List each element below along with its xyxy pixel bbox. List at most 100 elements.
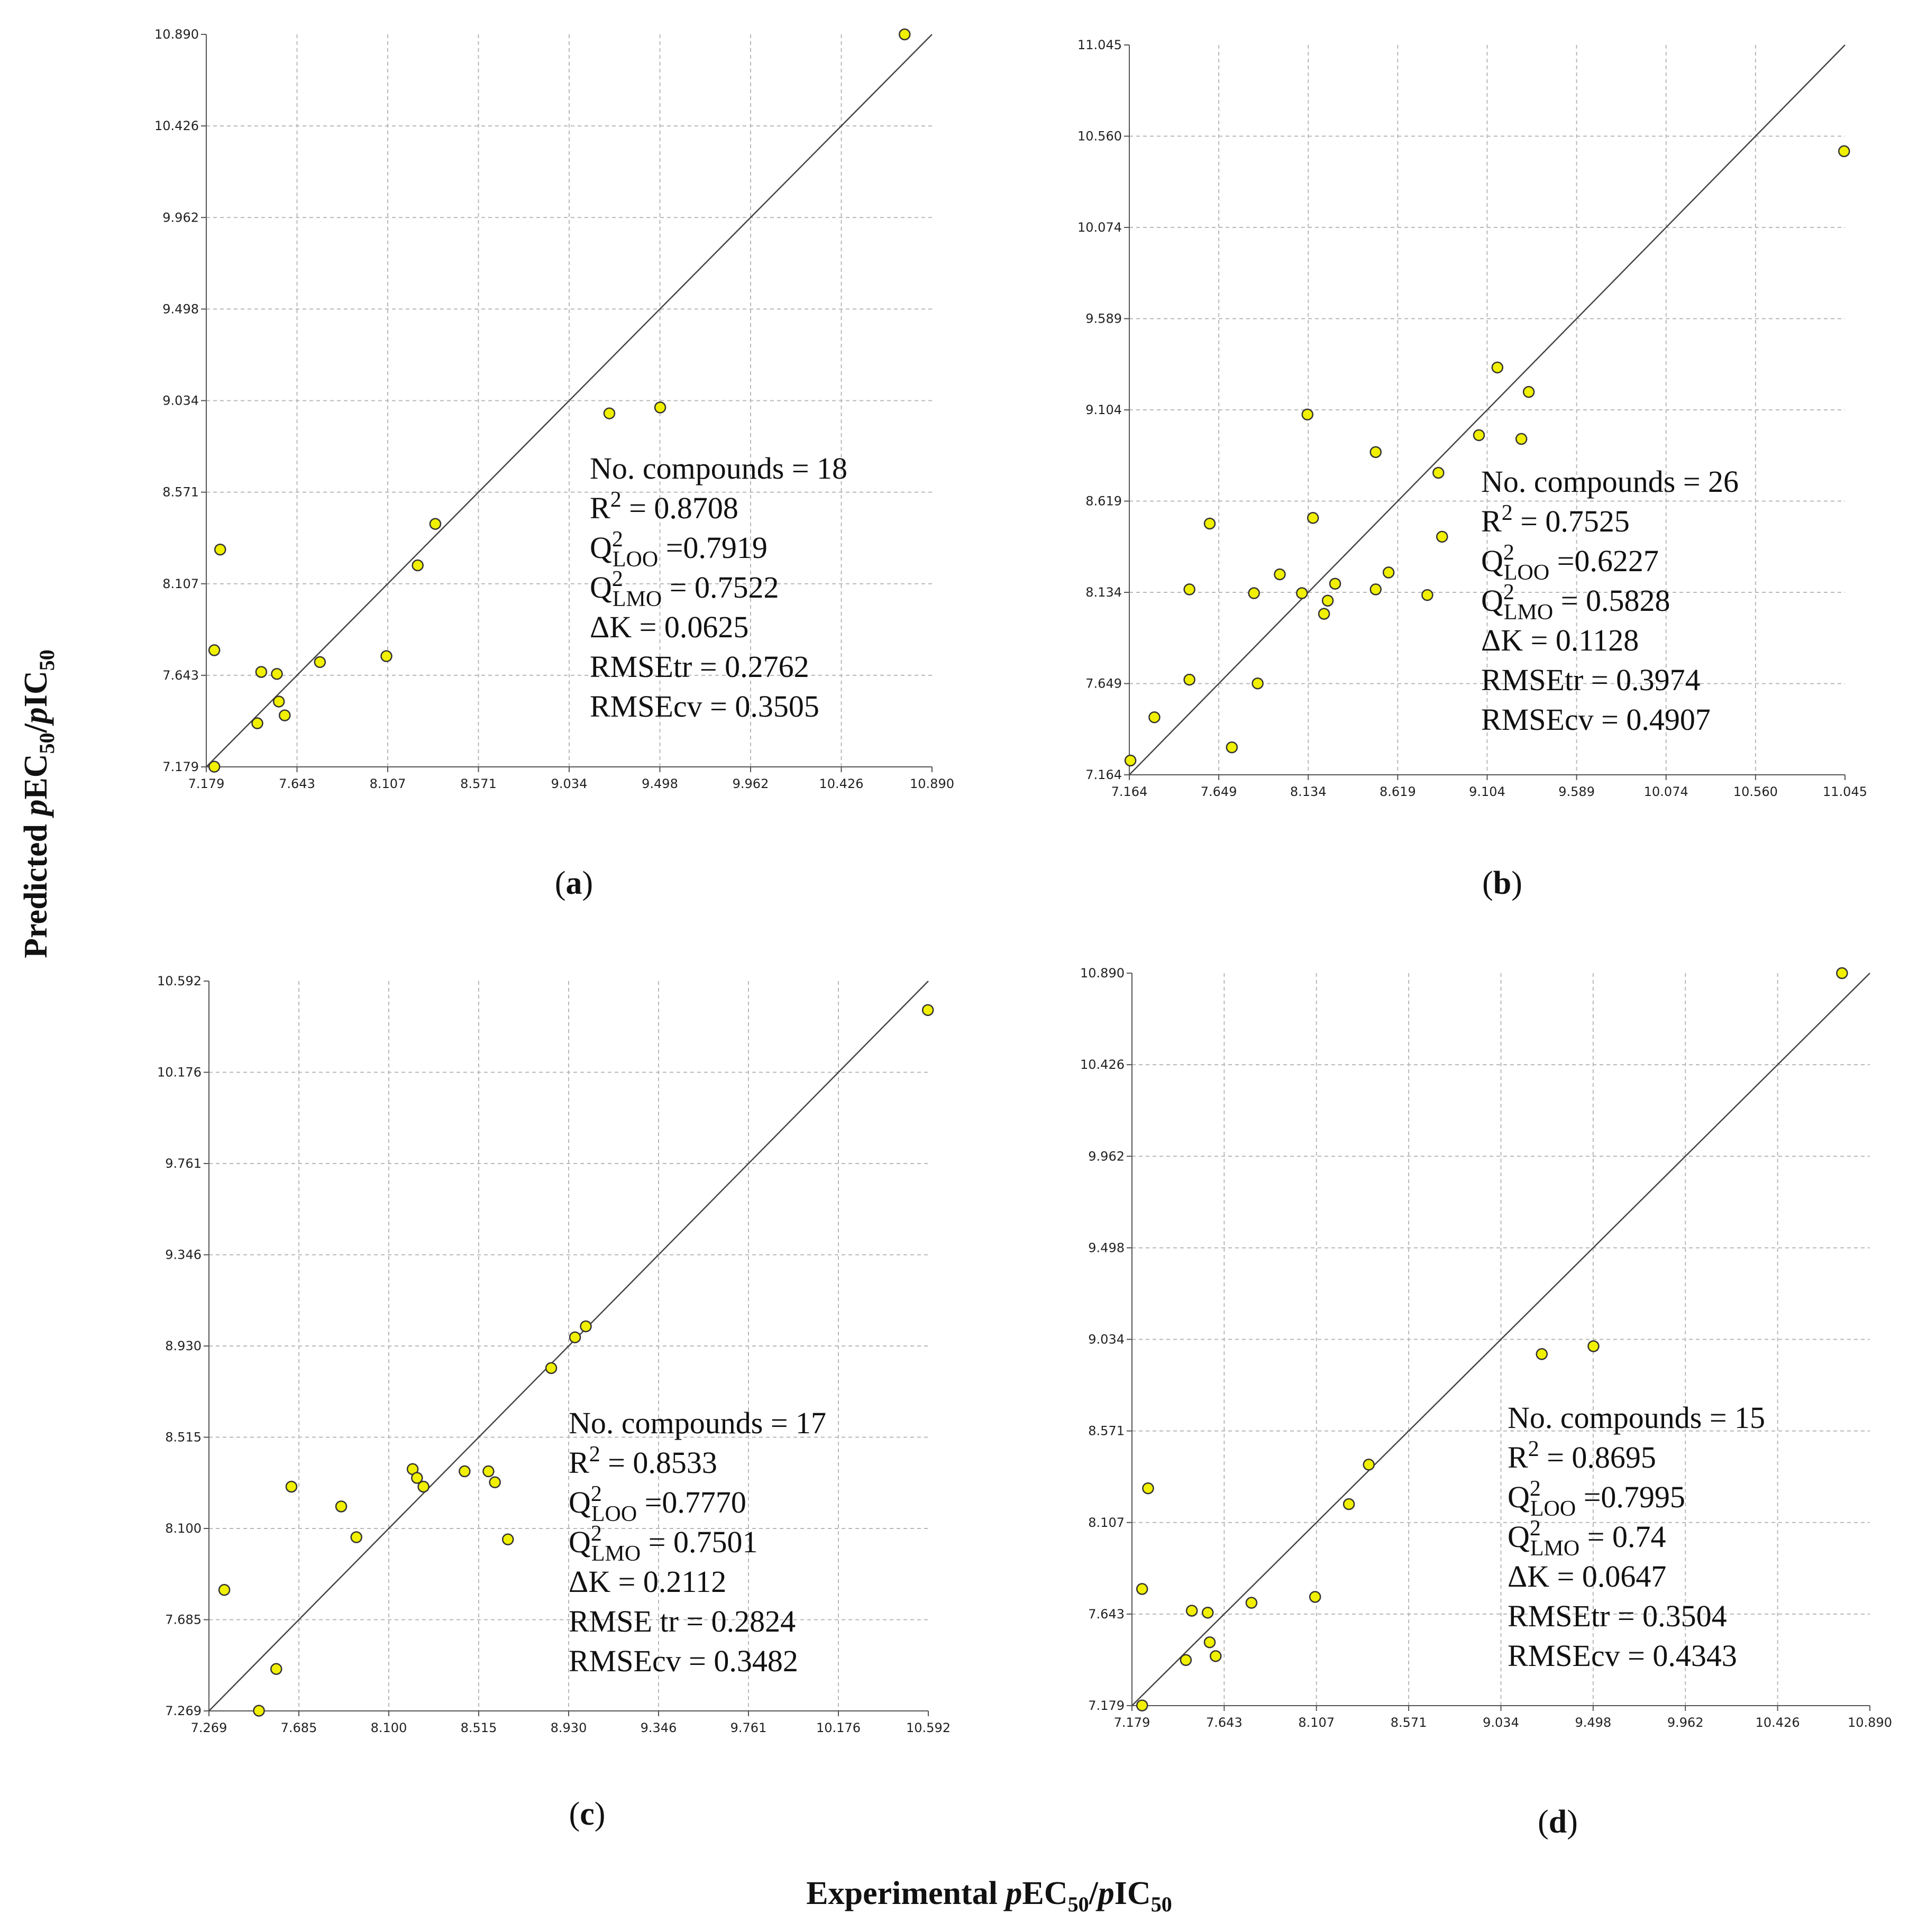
data-point [314, 656, 326, 669]
data-point [1226, 741, 1238, 754]
data-point [580, 1320, 592, 1333]
data-point [1536, 1348, 1548, 1360]
data-point [545, 1362, 558, 1374]
y-tick-label: 8.515 [165, 1430, 202, 1445]
data-point [218, 1583, 231, 1596]
data-point [1252, 677, 1264, 690]
x-tick-label: 10.176 [816, 1720, 861, 1735]
y-tick-label: 7.685 [165, 1613, 202, 1627]
panel-caption: (c) [569, 1796, 606, 1832]
data-point [1515, 433, 1528, 445]
x-tick-label: 11.045 [1823, 784, 1867, 799]
y-tick-label: 10.890 [1080, 966, 1125, 981]
data-point [255, 666, 268, 678]
x-tick-label: 8.571 [1391, 1715, 1427, 1730]
data-point [1307, 512, 1319, 524]
data-point [1318, 608, 1330, 620]
y-tick-label: 8.134 [1085, 585, 1122, 600]
data-point [1274, 568, 1286, 581]
x-tick-label: 10.426 [1756, 1715, 1800, 1730]
y-tick-label: 8.571 [162, 485, 199, 500]
x-tick-label: 9.034 [1483, 1715, 1519, 1730]
data-point [489, 1476, 501, 1488]
data-point [253, 1705, 265, 1717]
data-point [1136, 1699, 1148, 1711]
data-point [1836, 967, 1848, 979]
x-tick-label: 9.498 [642, 776, 678, 791]
stat-line: R2 = 0.8533 [569, 1442, 717, 1480]
x-tick-label: 7.179 [188, 776, 225, 791]
data-point [1201, 1606, 1214, 1619]
data-point [350, 1531, 362, 1543]
stat-line: R2 = 0.8708 [590, 488, 738, 525]
data-point [1491, 361, 1504, 374]
stat-line: RMSEcv = 0.4907 [1481, 702, 1711, 737]
y-tick-label: 9.104 [1085, 402, 1122, 417]
y-tick-label: 8.930 [165, 1339, 202, 1353]
stat-line: Q2 LOO =0.7770 [569, 1482, 746, 1526]
stat-line: Q2 LMO = 0.7522 [590, 567, 779, 611]
stat-line: Q2 LOO =0.7995 [1508, 1477, 1685, 1521]
x-tick-label: 8.107 [370, 776, 406, 791]
data-point [459, 1465, 471, 1478]
x-tick-label: 8.134 [1290, 784, 1327, 799]
data-point [429, 518, 442, 530]
y-tick-label: 7.643 [162, 668, 199, 683]
chart-panel-3: 7.269 7.269 7.685 7.685 8.100 8.100 8.515 8.515… [157, 974, 951, 1832]
stat-line: ΔK = 0.0647 [1508, 1559, 1666, 1594]
x-tick-label: 8.571 [460, 776, 497, 791]
y-tick-label: 10.890 [154, 27, 199, 42]
x-tick-label: 10.890 [910, 776, 954, 791]
data-point [335, 1500, 348, 1513]
shared-x-axis-title: Experimental pEC50/pIC50 [806, 1875, 1172, 1916]
x-tick-label: 10.426 [819, 776, 864, 791]
data-point [411, 1472, 423, 1484]
stat-line: No. compounds = 17 [569, 1406, 826, 1440]
data-point [1329, 578, 1341, 590]
reference-line [1129, 44, 1846, 775]
y-tick-label: 9.034 [162, 393, 199, 408]
x-tick-label: 8.619 [1380, 784, 1416, 799]
data-point [1210, 1650, 1222, 1662]
data-point [270, 1663, 282, 1675]
y-tick-label: 10.592 [157, 974, 202, 988]
data-point [1203, 517, 1216, 530]
y-tick-label: 9.346 [165, 1248, 202, 1262]
shared-y-axis-title: Predicted pEC50/pIC50 [18, 649, 59, 958]
data-point [214, 543, 226, 556]
data-point [1248, 587, 1260, 599]
data-point [251, 717, 263, 729]
stat-line: R2 = 0.7525 [1481, 501, 1630, 538]
x-tick-label: 10.074 [1644, 784, 1688, 799]
stat-line: No. compounds = 26 [1481, 464, 1739, 499]
y-tick-label: 11.045 [1077, 38, 1122, 52]
y-tick-label: 10.176 [157, 1065, 202, 1080]
x-tick-label: 7.164 [1111, 784, 1148, 799]
data-point [412, 559, 424, 572]
data-point [1148, 711, 1161, 724]
chart-panel-4: 7.179 7.179 7.643 7.643 8.107 8.107 8.571 8.571… [1080, 966, 1892, 1840]
data-point [1203, 1636, 1216, 1649]
data-point [1369, 583, 1382, 596]
data-point [279, 709, 291, 721]
stat-line: ΔK = 0.2112 [569, 1564, 726, 1599]
data-point [569, 1331, 581, 1343]
y-tick-label: 9.589 [1085, 312, 1122, 326]
data-point [921, 1004, 934, 1017]
panel-caption: (a) [555, 865, 593, 901]
data-point [1296, 587, 1308, 599]
x-tick-label: 9.589 [1558, 784, 1595, 799]
stat-line: RMSEcv = 0.3505 [590, 689, 819, 724]
x-tick-label: 9.034 [551, 776, 588, 791]
data-point [1421, 589, 1433, 601]
data-point [1342, 1498, 1355, 1510]
y-tick-label: 8.107 [162, 576, 199, 591]
y-tick-label: 9.962 [162, 210, 199, 225]
stat-line: RMSEcv = 0.3482 [569, 1644, 798, 1678]
x-tick-label: 9.104 [1469, 784, 1505, 799]
x-tick-label: 8.515 [461, 1720, 497, 1735]
data-point [1432, 466, 1445, 479]
stat-line: Q2 LOO =0.6227 [1481, 541, 1659, 585]
x-tick-label: 7.179 [1114, 1715, 1150, 1730]
